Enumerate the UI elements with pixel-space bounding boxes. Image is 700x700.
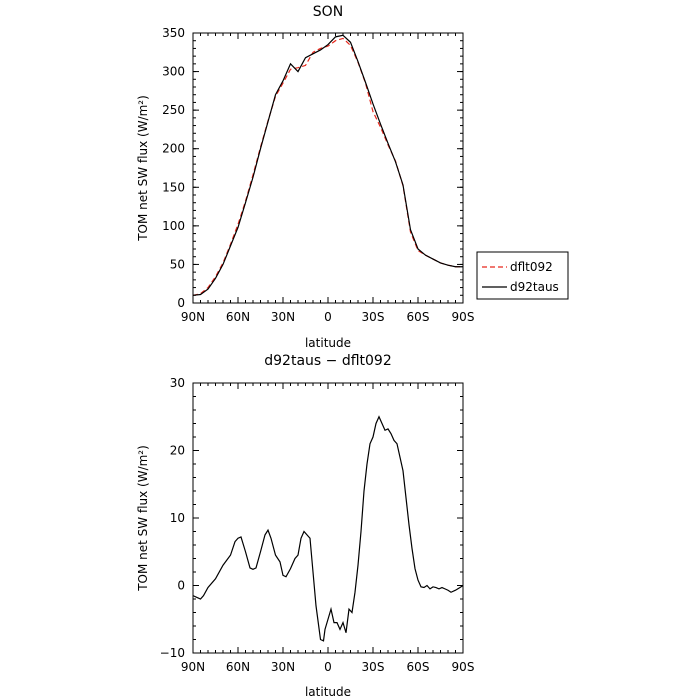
legend-label-d92taus: d92taus: [510, 280, 559, 294]
bottom-panel: d92taus − dflt092 TOM net SW flux (W/m²)…: [136, 353, 474, 699]
top-series-line-d92taus: [192, 34, 463, 296]
top-x-tick-label: 0: [324, 310, 332, 324]
bottom-y-tick-label: 10: [170, 511, 185, 525]
top-x-tick-label: 60N: [226, 310, 250, 324]
top-y-tick-label: 300: [162, 65, 185, 79]
legend-box: [476, 251, 569, 300]
top-series-lines: [192, 34, 463, 296]
bottom-x-tick-label: 30S: [362, 660, 385, 674]
top-chart-title: SON: [313, 4, 343, 20]
bottom-y-tick-label: −10: [160, 646, 185, 660]
top-y-tick-label: 100: [162, 219, 185, 233]
top-y-tick-label: 50: [170, 257, 185, 271]
bottom-plot-frame: [192, 382, 464, 654]
bottom-series-lines: [192, 415, 464, 642]
bottom-x-axis-label: latitude: [305, 685, 351, 699]
bottom-ticks: 90N 60N 30N 0 30S 60S 90S −10 0 10 20 30: [160, 376, 475, 674]
bottom-x-tick-label: 90S: [452, 660, 475, 674]
top-x-tick-label: 30S: [362, 310, 385, 324]
top-series-line-dflt092: [192, 37, 463, 296]
bottom-x-tick-label: 90N: [181, 660, 205, 674]
bottom-x-tick-label: 30N: [271, 660, 295, 674]
top-y-tick-label: 250: [162, 103, 185, 117]
top-y-tick-label: 350: [162, 26, 185, 40]
top-y-axis-label: TOM net SW flux (W/m²): [136, 95, 150, 242]
bottom-y-axis-label: TOM net SW flux (W/m²): [136, 445, 150, 592]
bottom-x-tick-label: 60N: [226, 660, 250, 674]
legend: dflt092 d92taus: [476, 251, 569, 300]
bottom-series-line-series-0: [192, 415, 464, 642]
top-x-tick-label: 90N: [181, 310, 205, 324]
top-x-tick-label: 90S: [452, 310, 475, 324]
top-panel: SON TOM net SW flux (W/m²) latitude 90N 6…: [136, 4, 569, 350]
bottom-chart-title: d92taus − dflt092: [264, 353, 391, 369]
bottom-y-tick-label: 20: [170, 444, 185, 458]
top-y-tick-label: 0: [177, 296, 185, 310]
legend-label-dflt092: dflt092: [510, 260, 553, 274]
top-y-tick-label: 200: [162, 142, 185, 156]
bottom-x-tick-label: 60S: [407, 660, 430, 674]
bottom-y-tick-label: 0: [177, 579, 185, 593]
top-x-axis-label: latitude: [305, 336, 351, 350]
top-x-tick-label: 30N: [271, 310, 295, 324]
bottom-y-tick-label: 30: [170, 376, 185, 390]
top-x-tick-label: 60S: [407, 310, 430, 324]
top-plot-frame: [192, 32, 464, 304]
top-ticks: 90N 60N 30N 0 30S 60S 90S 0 50 100 150 200 250 300 350: [162, 26, 474, 324]
top-y-tick-label: 150: [162, 180, 185, 194]
bottom-x-tick-label: 0: [324, 660, 332, 674]
